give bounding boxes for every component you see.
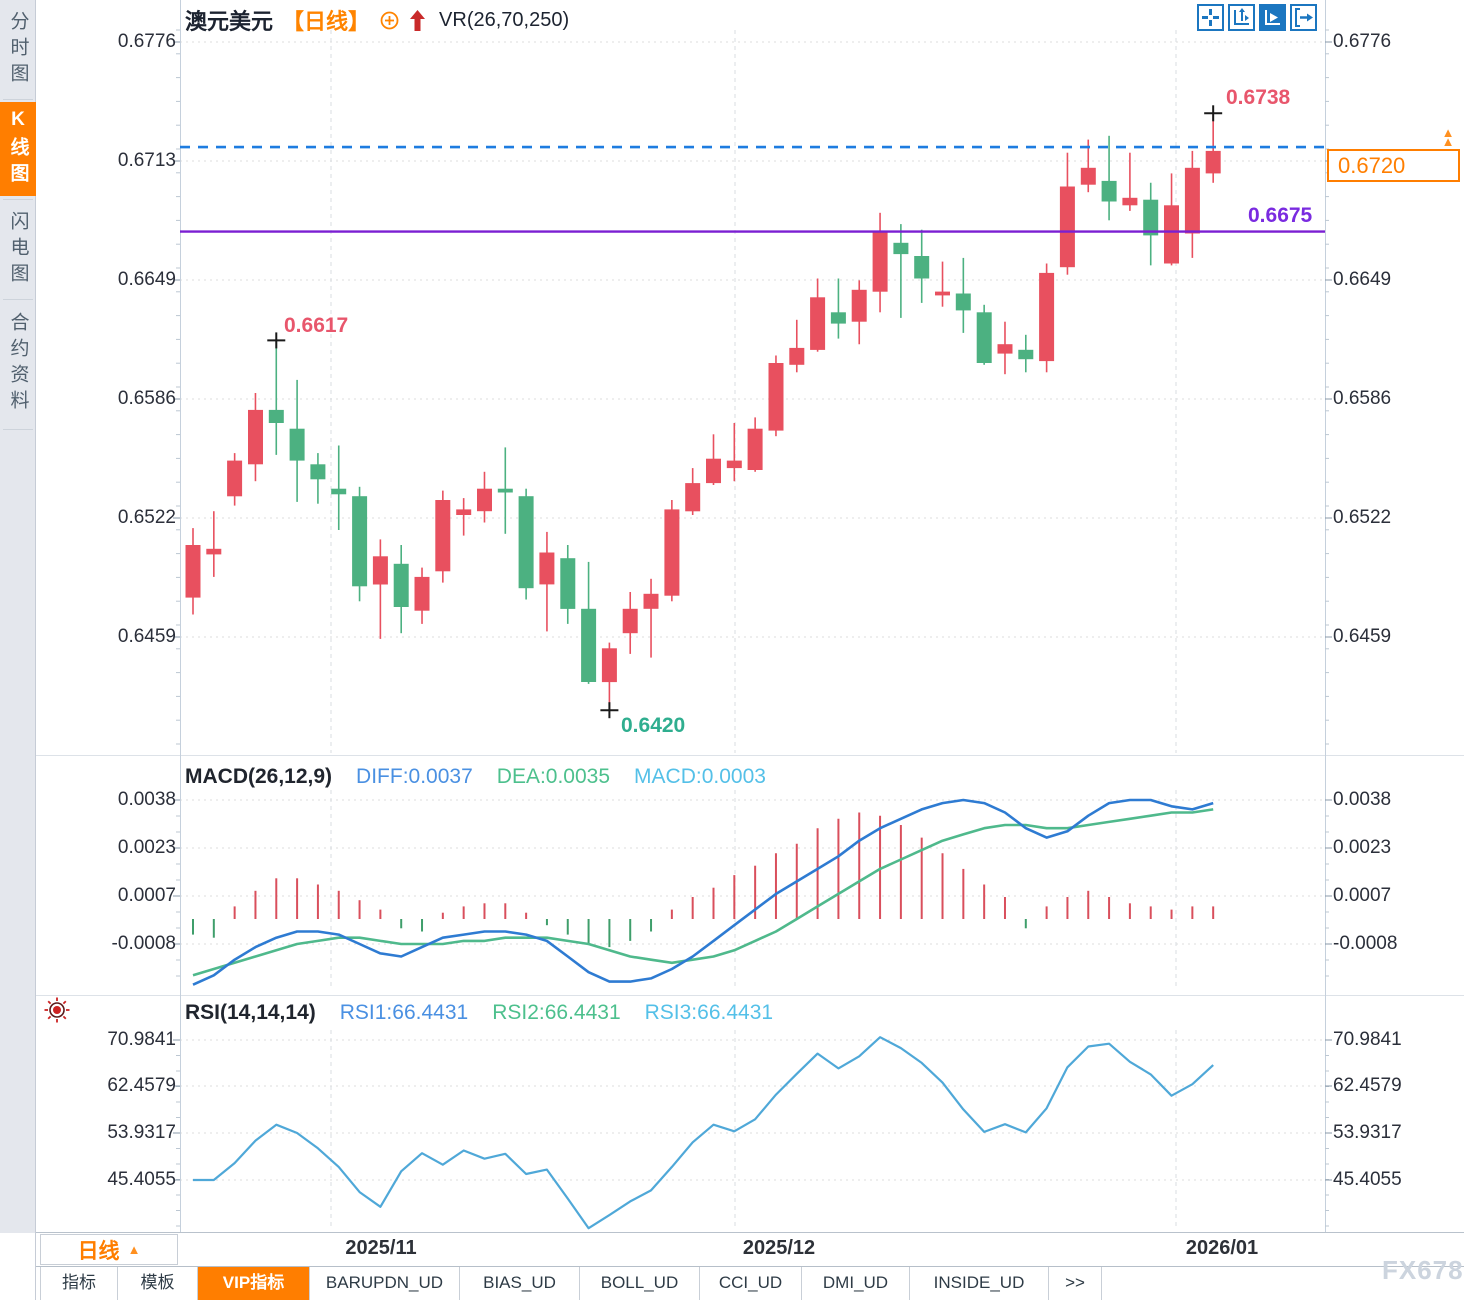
sidebar-item-4[interactable]: 合约资料 [7, 312, 29, 416]
rsi-axis-label: 45.4055 [107, 1169, 176, 1190]
period-selector-label: 日线 [77, 1239, 120, 1263]
bottom-tab-[interactable]: 模板 [118, 1267, 198, 1300]
bottom-tab-[interactable]: 指标 [40, 1267, 118, 1300]
macd-dea-value: DEA:0.0035 [496, 765, 611, 788]
bottom-left-corner [0, 1233, 36, 1300]
bottom-tab->>[interactable]: >> [1049, 1267, 1102, 1300]
bottom-tab-bar: 指标 模板 VIP指标 BARUPDN_UD BIAS_UD BOLL_UD CCI_UD D… [36, 1266, 1464, 1300]
rsi-axis-label: 70.9841 [1333, 1029, 1402, 1050]
price-up-arrows-icon: ▲ ▲ [1441, 125, 1455, 149]
macd-axis-label: -0.0008 [1333, 933, 1398, 954]
period-selector[interactable]: 日线 ▲ [40, 1234, 178, 1265]
rsi-axis-label: 70.9841 [107, 1029, 176, 1050]
price-axis-label: 0.6586 [1333, 388, 1392, 409]
sidebar-item-3[interactable]: 闪电图 [7, 211, 29, 289]
price-axis-label: 0.6522 [1333, 507, 1392, 528]
indicator-sun-icon[interactable] [44, 997, 70, 1023]
swing-high-annotation: 0.6617 [284, 314, 349, 337]
price-axis-label: 0.6776 [1333, 31, 1392, 52]
macd-title: MACD(26,12,9) [185, 765, 333, 788]
price-axis-label: 0.6776 [117, 31, 176, 52]
auto-scale-icon[interactable] [1259, 4, 1286, 31]
triangle-up-icon: ▲ [127, 1242, 141, 1257]
rsi-header: RSI(14,14,14) RSI1:66.4431 RSI2:66.4431 … [185, 1000, 773, 1026]
macd-axis-label: 0.0023 [117, 837, 176, 858]
bottom-tab-barupdn_ud[interactable]: BARUPDN_UD [310, 1267, 460, 1300]
macd-diff-value: DIFF:0.0037 [356, 765, 473, 788]
macd-macd-value: MACD:0.0003 [634, 765, 766, 788]
bottom-tab-bias_ud[interactable]: BIAS_UD [460, 1267, 580, 1300]
sidebar-divider [3, 99, 33, 100]
bottom-tab-boll_ud[interactable]: BOLL_UD [580, 1267, 700, 1300]
bottom-tab-vip[interactable]: VIP指标 [198, 1267, 310, 1300]
x-axis-month-label: 2026/01 [1185, 1237, 1259, 1259]
macd-header: MACD(26,12,9) DIFF:0.0037 DEA:0.0035 MAC… [185, 764, 766, 790]
chart-header: 澳元美元 【日线】 VR(26,70,250) [185, 5, 569, 35]
price-axis-label: 0.6459 [1333, 626, 1392, 647]
support-line-label: 0.6675 [1248, 204, 1313, 227]
rsi-axis-label: 62.4579 [107, 1075, 176, 1096]
axis-zoom-icon[interactable] [1228, 4, 1255, 31]
low-annotation: 0.6420 [621, 714, 686, 737]
x-axis-month-label: 2025/11 [345, 1237, 417, 1259]
x-axis-month-label: 2025/12 [742, 1237, 816, 1259]
price-axis-label: 0.6649 [117, 269, 176, 290]
macd-axis-label: 0.0007 [1333, 885, 1392, 906]
bottom-tab-inside_ud[interactable]: INSIDE_UD [910, 1267, 1049, 1300]
x-axis-row: 日线 ▲ 2025/11 2025/12 2026/01 [36, 1233, 1464, 1266]
rsi3-value: RSI3:66.4431 [644, 1001, 774, 1024]
sidebar-divider [3, 199, 33, 200]
symbol-title: 澳元美元 [185, 9, 274, 34]
sidebar-divider [3, 429, 33, 430]
circle-plus-icon[interactable] [379, 10, 400, 31]
bottom-tab-cci_ud[interactable]: CCI_UD [700, 1267, 802, 1300]
rsi1-value: RSI1:66.4431 [339, 1001, 469, 1024]
rsi-axis-label: 53.9317 [1333, 1122, 1402, 1143]
crosshair-move-icon[interactable] [1197, 4, 1224, 31]
left-sidebar: 分时图 K线图闪电图合约资料 [0, 0, 36, 1233]
watermark: FX678 [1382, 1255, 1464, 1285]
macd-axis-label: 0.0007 [117, 885, 176, 906]
period-tag: 【日线】 [282, 9, 371, 34]
price-axis-label: 0.6459 [117, 626, 176, 647]
price-axis-label: 0.6522 [117, 507, 176, 528]
rsi2-value: RSI2:66.4431 [492, 1001, 621, 1024]
price-axis-label: 0.6586 [117, 388, 176, 409]
rsi-axis-label: 45.4055 [1333, 1169, 1402, 1190]
macd-axis-label: 0.0038 [117, 789, 176, 810]
sidebar-divider [3, 299, 33, 300]
high-annotation: 0.6738 [1226, 86, 1291, 109]
rsi-axis-label: 62.4579 [1333, 1075, 1402, 1096]
price-axis-label: 0.6649 [1333, 269, 1392, 290]
current-price-tag: 0.6720 [1327, 149, 1460, 182]
macd-axis-label: 0.0023 [1333, 837, 1392, 858]
macd-axis-label: -0.0008 [111, 933, 176, 954]
pan-right-icon[interactable] [1290, 4, 1317, 31]
red-up-arrow-icon [409, 9, 426, 32]
overlay-indicator-label: VR(26,70,250) [439, 8, 570, 31]
sidebar-item-1[interactable]: 分时图 [7, 11, 29, 89]
sidebar-item-2[interactable]: K线图 [0, 102, 36, 196]
price-axis-label: 0.6713 [117, 150, 176, 171]
chart-toolbar [1197, 4, 1317, 31]
bottom-tab-dmi_ud[interactable]: DMI_UD [802, 1267, 910, 1300]
rsi-axis-label: 53.9317 [107, 1122, 176, 1143]
macd-axis-label: 0.0038 [1333, 789, 1392, 810]
rsi-title: RSI(14,14,14) [185, 1001, 316, 1024]
